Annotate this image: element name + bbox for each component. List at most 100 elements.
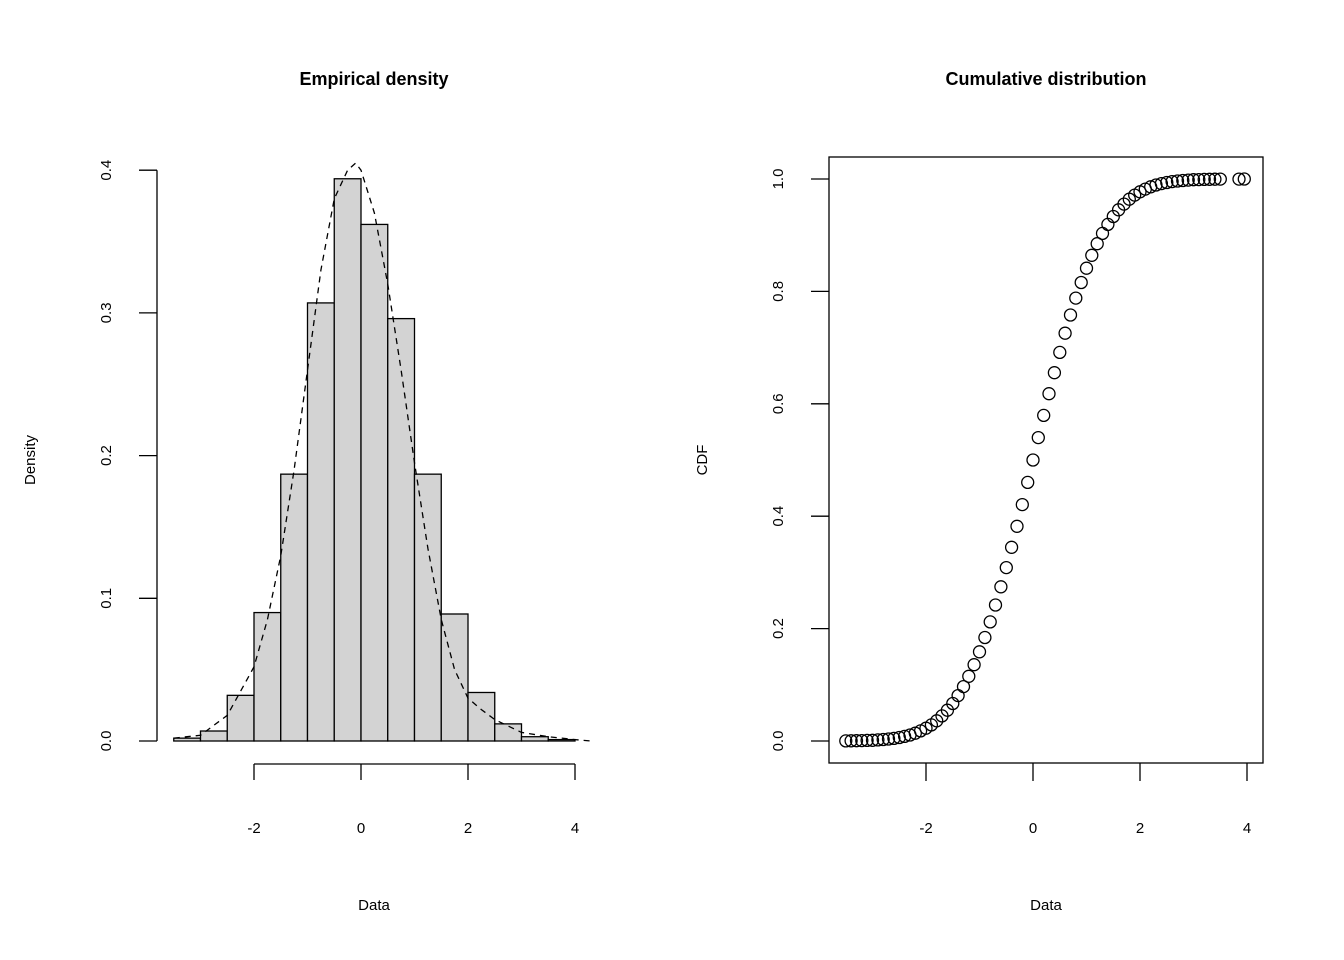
cdf-y-tick-label: 0.8 xyxy=(770,281,787,302)
cdf-points xyxy=(839,172,1251,748)
density-y-tick-label: 0.2 xyxy=(98,445,115,466)
density-y-tick-label: 0.1 xyxy=(98,588,115,609)
cdf-point xyxy=(983,615,997,629)
cdf-point xyxy=(1095,226,1110,241)
cdf-point xyxy=(1154,176,1169,191)
cdf-point xyxy=(1213,172,1227,186)
cdf-point xyxy=(1069,291,1083,305)
histogram-bar-9 xyxy=(413,473,442,742)
histogram-bar-0 xyxy=(173,737,202,742)
density-y-tick-label: 0.4 xyxy=(98,160,115,181)
cdf-point xyxy=(1160,175,1174,190)
density-panel: Empirical density Data Density -2 0 2 4 0.0… xyxy=(22,69,592,914)
density-x-tick-label: 4 xyxy=(571,820,579,837)
cdf-point xyxy=(999,560,1013,575)
cdf-x-tick-label: 0 xyxy=(1029,820,1037,837)
cdf-point xyxy=(1186,173,1201,187)
density-x-tick-label: 0 xyxy=(357,820,365,837)
cdf-point xyxy=(881,732,896,746)
cdf-y-tick-label: 0.0 xyxy=(770,731,787,752)
cdf-x-label: Data xyxy=(1030,897,1062,914)
cdf-point xyxy=(839,734,853,748)
cdf-x-axis: -2 0 2 4 xyxy=(919,763,1251,837)
cdf-point xyxy=(1090,237,1104,251)
cdf-point xyxy=(1031,430,1045,445)
cdf-point xyxy=(1106,209,1120,224)
cdf-point xyxy=(978,630,992,645)
cdf-point xyxy=(871,733,885,747)
cdf-point xyxy=(1192,172,1206,187)
cdf-point xyxy=(1010,519,1024,533)
cdf-y-tick-label: 0.6 xyxy=(770,393,787,414)
cdf-point xyxy=(887,731,901,746)
cdf-y-tick-label: 1.0 xyxy=(770,169,787,190)
cdf-point xyxy=(994,580,1008,594)
cdf-point xyxy=(1208,172,1222,186)
cdf-point xyxy=(930,714,944,728)
cdf-point xyxy=(1047,366,1062,380)
cdf-point xyxy=(844,734,858,748)
cdf-point xyxy=(1063,308,1078,322)
density-y-label: Density xyxy=(22,434,39,485)
histogram-bar-5 xyxy=(306,302,335,742)
cdf-point xyxy=(1079,261,1094,275)
histogram-bar-1 xyxy=(199,730,228,742)
density-curve xyxy=(173,162,592,742)
density-x-axis: -2 0 2 4 xyxy=(247,763,579,837)
density-y-tick-label: 0.3 xyxy=(98,302,115,323)
histogram-bar-6 xyxy=(333,178,362,742)
cdf-point xyxy=(855,733,869,748)
cdf-point xyxy=(1197,172,1211,187)
cdf-title: Cumulative distribution xyxy=(945,69,1146,89)
cdf-point xyxy=(988,598,1003,612)
cdf-point xyxy=(1058,326,1072,340)
histogram-bar-13 xyxy=(520,736,549,742)
histogram-bar-8 xyxy=(387,317,416,742)
histogram-bars xyxy=(173,178,576,742)
density-title: Empirical density xyxy=(299,69,448,89)
histogram-bar-7 xyxy=(360,223,389,742)
cdf-point xyxy=(1176,173,1190,188)
cdf-point xyxy=(1004,540,1019,554)
cdf-point xyxy=(1053,345,1067,360)
cdf-point xyxy=(876,732,890,747)
cdf-point xyxy=(967,658,981,672)
density-x-tick-label: 2 xyxy=(464,820,472,837)
cdf-point xyxy=(1165,174,1179,189)
cdf-x-tick-label: 4 xyxy=(1243,820,1251,837)
cdf-point xyxy=(1232,172,1246,186)
cdf-point xyxy=(1026,453,1040,467)
cdf-y-axis: 0.0 0.2 0.4 0.6 0.8 1.0 xyxy=(770,169,829,752)
cdf-point xyxy=(1037,408,1051,423)
cdf-point xyxy=(860,733,874,748)
cdf-point xyxy=(849,734,864,748)
cdf-point xyxy=(1202,172,1217,186)
histogram-bar-14 xyxy=(547,738,576,742)
cdf-panel: Cumulative distribution Data CDF -2 0 2 4 0… xyxy=(694,69,1264,914)
histogram-bar-2 xyxy=(226,694,255,742)
cdf-y-tick-label: 0.2 xyxy=(770,618,787,639)
cdf-point xyxy=(972,645,987,659)
density-y-tick-label: 0.0 xyxy=(98,731,115,752)
cdf-x-tick-label: -2 xyxy=(919,820,932,837)
cdf-point xyxy=(956,679,971,694)
cdf-point xyxy=(962,669,976,683)
cdf-point xyxy=(892,730,906,745)
cdf-x-tick-label: 2 xyxy=(1136,820,1144,837)
cdf-point xyxy=(865,733,880,747)
cdf-y-label: CDF xyxy=(694,445,711,476)
cdf-point xyxy=(1237,172,1251,186)
histogram-bar-3 xyxy=(253,611,282,742)
cdf-point xyxy=(1021,475,1035,490)
histogram-bar-4 xyxy=(280,473,309,742)
cdf-y-tick-label: 0.4 xyxy=(770,506,787,527)
cdf-point xyxy=(1042,387,1056,401)
cdf-point xyxy=(1074,275,1088,290)
density-x-tick-label: -2 xyxy=(247,820,260,837)
cdf-plot-frame xyxy=(828,156,1264,764)
cdf-point xyxy=(1015,497,1029,512)
density-x-label: Data xyxy=(358,897,390,914)
cdf-point xyxy=(1085,248,1099,262)
cdf-point xyxy=(1170,174,1185,188)
